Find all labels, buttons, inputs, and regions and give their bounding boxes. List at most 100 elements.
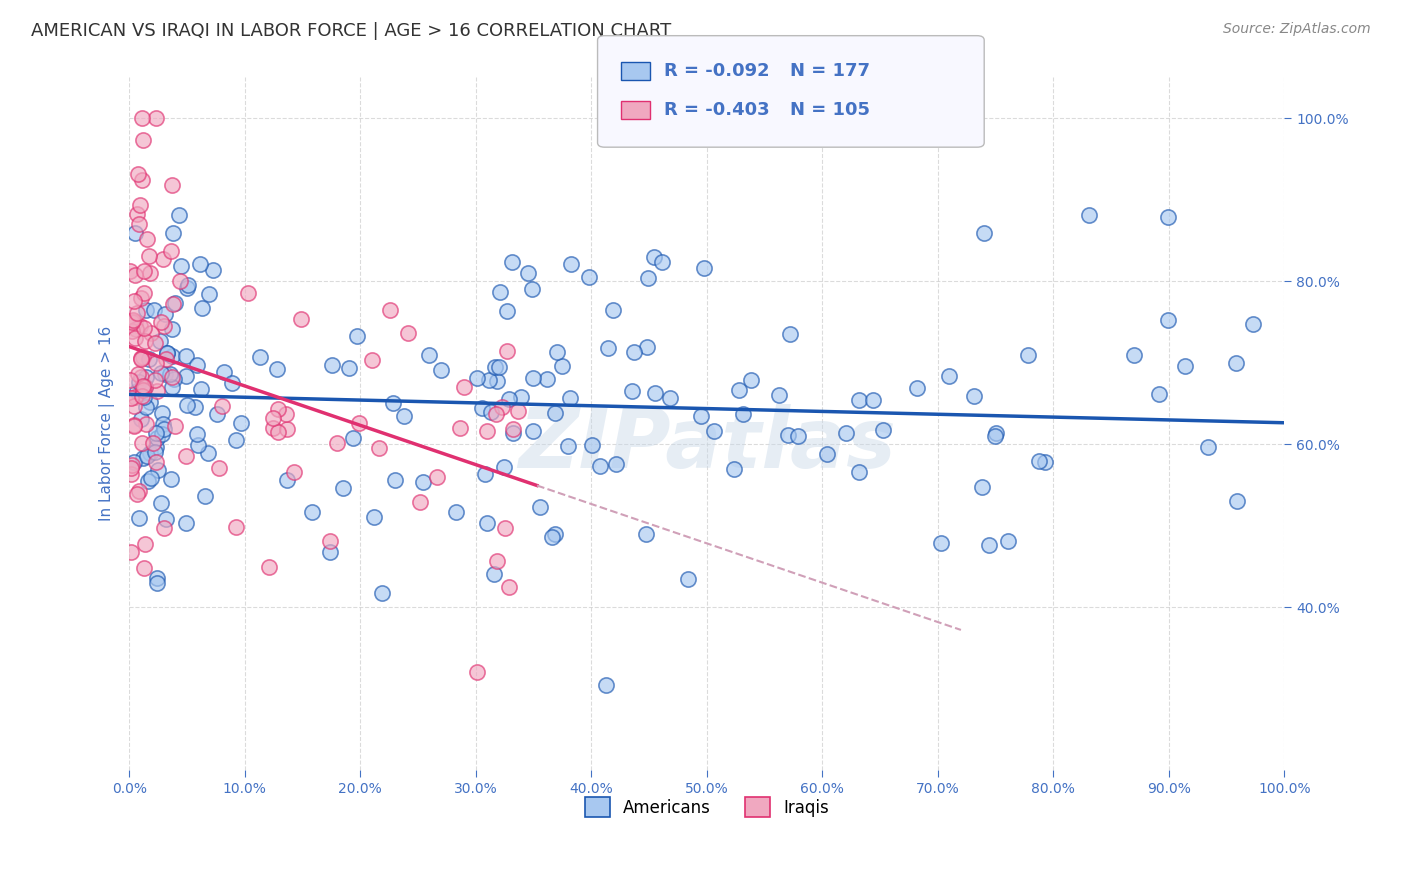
Point bbox=[187, 438, 209, 452]
Point bbox=[169, 274, 191, 288]
Point bbox=[134, 380, 156, 394]
Point bbox=[202, 263, 225, 277]
Point bbox=[644, 386, 666, 401]
Point bbox=[141, 326, 163, 340]
Point bbox=[517, 266, 540, 280]
Point bbox=[152, 319, 174, 334]
Point bbox=[155, 351, 177, 366]
Point bbox=[378, 302, 401, 317]
Point bbox=[266, 362, 288, 376]
Point bbox=[1226, 494, 1249, 508]
Point bbox=[134, 264, 156, 278]
Point bbox=[121, 324, 143, 338]
Point bbox=[125, 207, 148, 221]
Y-axis label: In Labor Force | Age > 16: In Labor Force | Age > 16 bbox=[100, 326, 115, 521]
Point bbox=[381, 396, 404, 410]
Point bbox=[494, 520, 516, 534]
Point bbox=[145, 425, 167, 440]
Point bbox=[128, 217, 150, 231]
Point bbox=[142, 435, 165, 450]
Point bbox=[581, 438, 603, 452]
Point bbox=[124, 268, 146, 283]
Point bbox=[225, 520, 247, 534]
Point bbox=[541, 530, 564, 544]
Point bbox=[368, 441, 391, 455]
Point bbox=[176, 516, 198, 531]
Point bbox=[124, 418, 146, 433]
Point bbox=[121, 315, 143, 329]
Point bbox=[595, 678, 617, 692]
Point bbox=[163, 419, 186, 434]
Point bbox=[135, 302, 157, 317]
Point bbox=[176, 399, 198, 413]
Point bbox=[132, 379, 155, 393]
Point bbox=[1017, 348, 1039, 362]
Point bbox=[676, 572, 699, 586]
Point bbox=[121, 545, 143, 559]
Point bbox=[138, 249, 160, 263]
Point bbox=[169, 259, 191, 273]
Point bbox=[141, 471, 163, 485]
Point bbox=[238, 286, 260, 301]
Point bbox=[128, 375, 150, 389]
Text: Source: ZipAtlas.com: Source: ZipAtlas.com bbox=[1223, 22, 1371, 37]
Point bbox=[692, 260, 714, 275]
Point bbox=[1174, 359, 1197, 374]
Point bbox=[560, 257, 582, 271]
Point bbox=[160, 349, 183, 363]
Point bbox=[153, 422, 176, 436]
Point bbox=[124, 331, 146, 345]
Point bbox=[444, 505, 467, 519]
Point bbox=[501, 255, 523, 269]
Point bbox=[176, 278, 198, 293]
Point bbox=[862, 392, 884, 407]
Point bbox=[208, 461, 231, 475]
Point bbox=[150, 366, 173, 380]
Point bbox=[620, 384, 643, 399]
Point bbox=[129, 198, 152, 212]
Point bbox=[162, 227, 184, 241]
Point bbox=[496, 304, 519, 318]
Point bbox=[132, 351, 155, 365]
Point bbox=[418, 348, 440, 362]
Point bbox=[929, 536, 952, 550]
Point bbox=[150, 427, 173, 442]
Point bbox=[342, 431, 364, 445]
Point bbox=[121, 458, 143, 472]
Point bbox=[176, 280, 198, 294]
Point bbox=[162, 297, 184, 311]
Point bbox=[249, 350, 271, 364]
Point bbox=[498, 580, 520, 594]
Point bbox=[488, 360, 510, 375]
Point bbox=[149, 334, 172, 348]
Point bbox=[124, 226, 146, 240]
Point bbox=[143, 445, 166, 459]
Point bbox=[602, 302, 624, 317]
Point bbox=[979, 538, 1001, 552]
Point bbox=[478, 373, 501, 387]
Point bbox=[132, 561, 155, 575]
Point bbox=[536, 372, 558, 386]
Point bbox=[262, 421, 284, 435]
Point bbox=[186, 358, 208, 372]
Point bbox=[160, 369, 183, 384]
Point bbox=[557, 439, 579, 453]
Point bbox=[963, 389, 986, 403]
Point bbox=[122, 419, 145, 434]
Point bbox=[131, 173, 153, 187]
Point bbox=[160, 321, 183, 335]
Point bbox=[132, 451, 155, 466]
Point bbox=[502, 422, 524, 436]
Point bbox=[384, 473, 406, 487]
Point bbox=[396, 326, 419, 341]
Point bbox=[848, 465, 870, 479]
Point bbox=[159, 244, 181, 258]
Point bbox=[138, 395, 160, 409]
Point bbox=[120, 460, 142, 475]
Point bbox=[1225, 356, 1247, 370]
Point bbox=[131, 435, 153, 450]
Point bbox=[489, 285, 512, 299]
Point bbox=[1033, 455, 1056, 469]
Point bbox=[319, 545, 342, 559]
Text: ZIPatlas: ZIPatlas bbox=[517, 404, 896, 485]
